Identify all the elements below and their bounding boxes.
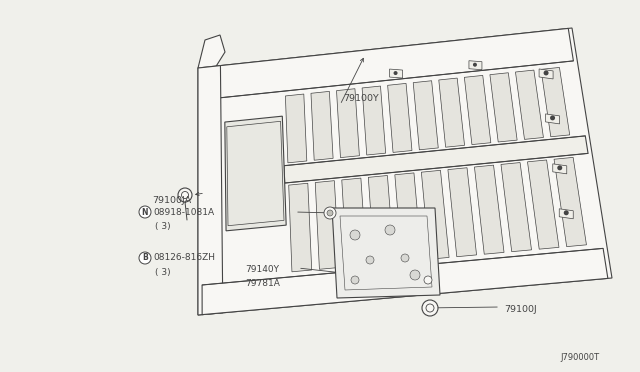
Polygon shape (337, 89, 360, 158)
Polygon shape (421, 170, 449, 259)
Circle shape (422, 300, 438, 316)
Polygon shape (284, 136, 588, 183)
Polygon shape (501, 163, 531, 252)
Polygon shape (311, 92, 333, 160)
Polygon shape (554, 157, 586, 247)
Polygon shape (559, 209, 573, 219)
Polygon shape (285, 94, 307, 163)
Text: 79100Y: 79100Y (343, 93, 379, 103)
Text: 79100JA: 79100JA (152, 196, 191, 205)
Circle shape (178, 188, 192, 202)
Circle shape (139, 252, 151, 264)
Polygon shape (342, 178, 367, 267)
Circle shape (366, 256, 374, 264)
Polygon shape (332, 208, 440, 298)
Circle shape (564, 210, 569, 215)
Polygon shape (545, 114, 559, 124)
Circle shape (426, 304, 434, 312)
Polygon shape (465, 76, 491, 145)
Polygon shape (362, 86, 386, 155)
Polygon shape (202, 248, 608, 315)
Polygon shape (539, 69, 553, 79)
Text: B: B (142, 253, 148, 263)
Polygon shape (388, 83, 412, 153)
Polygon shape (439, 78, 465, 147)
Circle shape (410, 270, 420, 280)
Polygon shape (515, 70, 543, 140)
Polygon shape (198, 65, 223, 315)
Circle shape (473, 63, 477, 67)
Polygon shape (448, 168, 477, 257)
Polygon shape (413, 81, 438, 150)
Text: 79781A: 79781A (245, 279, 280, 288)
Text: 79140Y: 79140Y (245, 266, 279, 275)
Circle shape (557, 165, 563, 170)
Polygon shape (368, 176, 394, 264)
Circle shape (403, 285, 413, 295)
Text: ( 3): ( 3) (155, 267, 171, 276)
Text: N: N (141, 208, 148, 217)
Text: 79100J: 79100J (504, 305, 537, 314)
Circle shape (350, 230, 360, 240)
Polygon shape (527, 160, 559, 249)
Text: ( 3): ( 3) (155, 221, 171, 231)
Polygon shape (316, 181, 339, 269)
Text: 08918-1081A: 08918-1081A (153, 208, 214, 217)
Polygon shape (289, 183, 312, 272)
Circle shape (394, 71, 397, 75)
Polygon shape (474, 165, 504, 254)
Circle shape (324, 207, 336, 219)
Text: 08126-816ZH: 08126-816ZH (153, 253, 215, 263)
Polygon shape (553, 164, 567, 174)
Circle shape (182, 192, 189, 199)
Polygon shape (390, 69, 403, 78)
Polygon shape (225, 116, 286, 231)
Polygon shape (202, 28, 573, 100)
Circle shape (401, 254, 409, 262)
Circle shape (543, 70, 548, 76)
Circle shape (351, 276, 359, 284)
Circle shape (550, 115, 555, 121)
Polygon shape (395, 173, 422, 262)
Polygon shape (490, 73, 517, 142)
Circle shape (139, 206, 151, 218)
Polygon shape (198, 35, 225, 68)
Circle shape (424, 276, 432, 284)
Polygon shape (469, 61, 482, 70)
Polygon shape (541, 67, 570, 137)
Circle shape (327, 210, 333, 216)
Polygon shape (198, 28, 612, 315)
Circle shape (385, 225, 395, 235)
Text: J790000T: J790000T (560, 353, 599, 362)
